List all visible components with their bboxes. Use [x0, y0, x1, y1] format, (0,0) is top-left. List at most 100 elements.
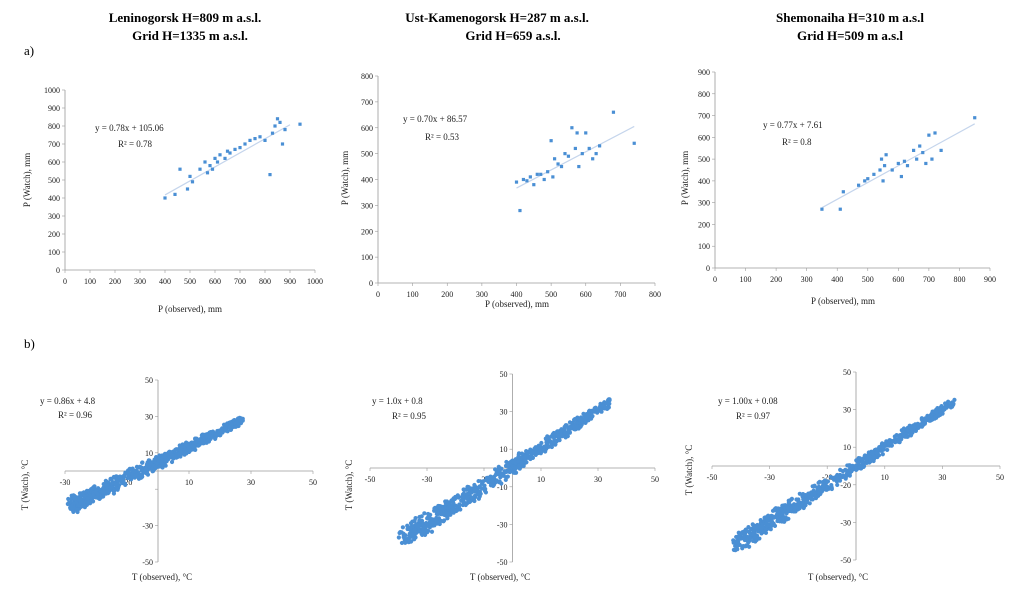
data-point [472, 487, 477, 492]
y-tick-label: 500 [698, 155, 710, 164]
data-point [502, 469, 507, 474]
data-point [632, 141, 636, 145]
y-tick-label: 700 [48, 140, 60, 149]
data-point [521, 463, 526, 468]
data-point [566, 154, 571, 158]
y-tick-label: 50 [145, 376, 153, 385]
data-point [862, 453, 868, 458]
data-point [115, 486, 121, 491]
chart1-title-line1: Leninogorsk H=809 m a.s.l. [109, 10, 262, 25]
data-point [807, 495, 812, 500]
y-tick-label: 300 [361, 201, 373, 210]
data-point [210, 167, 215, 171]
data-point [484, 475, 489, 481]
data-point [186, 445, 191, 450]
data-point [93, 490, 99, 495]
data-point [854, 467, 859, 472]
data-point [275, 117, 280, 121]
y-tick-label: 900 [698, 68, 710, 77]
data-point [223, 425, 228, 430]
data-point [243, 142, 247, 146]
data-point [806, 491, 811, 496]
data-point [817, 486, 822, 492]
data-point [973, 116, 977, 120]
data-point [441, 519, 446, 524]
data-point [461, 494, 466, 499]
data-point [774, 512, 780, 517]
data-point [90, 486, 95, 491]
data-point [521, 455, 527, 460]
data-point [78, 498, 83, 503]
x-tick-label: -20 [822, 473, 833, 482]
data-point [422, 511, 427, 516]
data-point [556, 162, 560, 166]
data-point [525, 450, 530, 455]
data-point [769, 519, 774, 524]
data-point [248, 138, 252, 142]
data-point [476, 496, 481, 501]
data-point [785, 505, 790, 510]
trend-line [821, 123, 976, 209]
data-point [878, 168, 882, 172]
data-point [947, 404, 953, 409]
data-point [183, 450, 188, 456]
data-point [595, 407, 600, 413]
data-point [74, 507, 79, 512]
data-point [185, 187, 190, 191]
data-point [514, 180, 519, 184]
x-tick-label: 50 [996, 473, 1004, 482]
data-point [528, 456, 533, 462]
data-point [227, 420, 233, 425]
data-point [117, 474, 122, 479]
data-point [191, 444, 196, 449]
data-point [98, 495, 103, 500]
data-point [939, 403, 944, 409]
data-point [866, 177, 870, 181]
y-tick-label: -30 [142, 522, 153, 531]
data-point [412, 527, 417, 532]
data-point [889, 443, 894, 448]
data-point [399, 540, 405, 546]
data-point [825, 479, 831, 484]
data-point [946, 399, 951, 404]
data-point [939, 148, 943, 152]
data-point [483, 490, 489, 495]
data-point [859, 460, 865, 465]
data-point [72, 493, 77, 499]
y-tick-label: 400 [361, 176, 373, 185]
x-tick-label: 10 [185, 478, 193, 487]
data-point [879, 448, 885, 453]
y-tick-label: 200 [698, 220, 710, 229]
data-point [217, 433, 222, 438]
data-point [787, 499, 792, 504]
y-tick-label: 30 [843, 406, 851, 415]
data-point [740, 530, 745, 535]
data-point [111, 491, 117, 496]
chart4-equation: y = 0.86x + 4.8 [40, 396, 96, 406]
data-point [169, 459, 175, 465]
data-point [575, 131, 579, 135]
data-point [493, 479, 498, 485]
y-tick-label: 800 [361, 72, 373, 81]
data-point [104, 480, 109, 485]
data-point [551, 175, 555, 179]
data-point [853, 463, 858, 469]
data-point [899, 174, 903, 179]
data-point [581, 411, 586, 416]
data-point [220, 426, 225, 431]
chart3-equation: y = 0.77x + 7.61 [763, 120, 823, 130]
chart5-y-axis-label: T (Watch), °C [344, 460, 354, 510]
data-point [570, 126, 574, 130]
data-point [85, 496, 90, 501]
data-point [94, 495, 99, 500]
chart5-x-axis-label: T (observed), °C [470, 572, 530, 582]
data-point [771, 514, 776, 519]
x-tick-label: 700 [923, 275, 935, 284]
data-point [225, 149, 230, 153]
data-point [797, 491, 802, 496]
data-point [604, 400, 610, 406]
data-point [173, 447, 178, 453]
data-point [599, 409, 604, 414]
data-point [283, 128, 287, 132]
